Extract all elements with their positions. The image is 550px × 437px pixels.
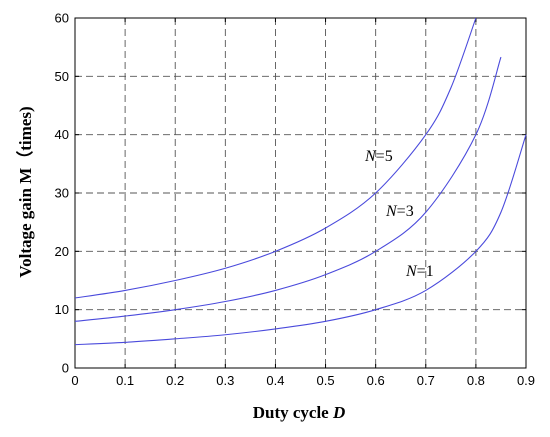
series-line-2 (74, 134, 527, 346)
x-tick-label: 0.4 (266, 373, 284, 388)
y-tick-label: 60 (55, 11, 69, 26)
x-tick-label: 0.2 (166, 373, 184, 388)
series-label-n5: N=5 (364, 148, 393, 165)
series-label-n3: N=3 (385, 203, 414, 220)
y-tick-label: 10 (55, 302, 69, 317)
series-lines (74, 17, 527, 346)
axis-ticks: 0 0.1 0.2 0.3 0.4 0.5 0.6 0.7 0.8 0.9 0 10 20 30 40 50 6… (55, 11, 536, 389)
x-tick-label: 0 (71, 373, 78, 388)
series-line-1 (74, 56, 502, 322)
series-line-0 (74, 17, 477, 299)
x-tick-label: 0.1 (116, 373, 134, 388)
x-tick-label: 0.3 (216, 373, 234, 388)
grid (75, 18, 526, 368)
x-axis-title: Duty cycle D (253, 403, 346, 422)
x-tick-label: 0.8 (467, 373, 485, 388)
x-tick-label: 0.6 (367, 373, 385, 388)
x-tick-label: 0.9 (517, 373, 535, 388)
y-tick-label: 40 (55, 127, 69, 142)
x-tick-label: 0.5 (317, 373, 335, 388)
y-tick-label: 50 (55, 69, 69, 84)
y-tick-label: 20 (55, 244, 69, 259)
y-tick-label: 30 (55, 186, 69, 201)
x-tick-label: 0.7 (417, 373, 435, 388)
y-tick-label: 0 (62, 361, 69, 376)
series-label-n1: N=1 (405, 263, 434, 280)
y-axis-title: Voltage gain M（times) (15, 106, 35, 277)
